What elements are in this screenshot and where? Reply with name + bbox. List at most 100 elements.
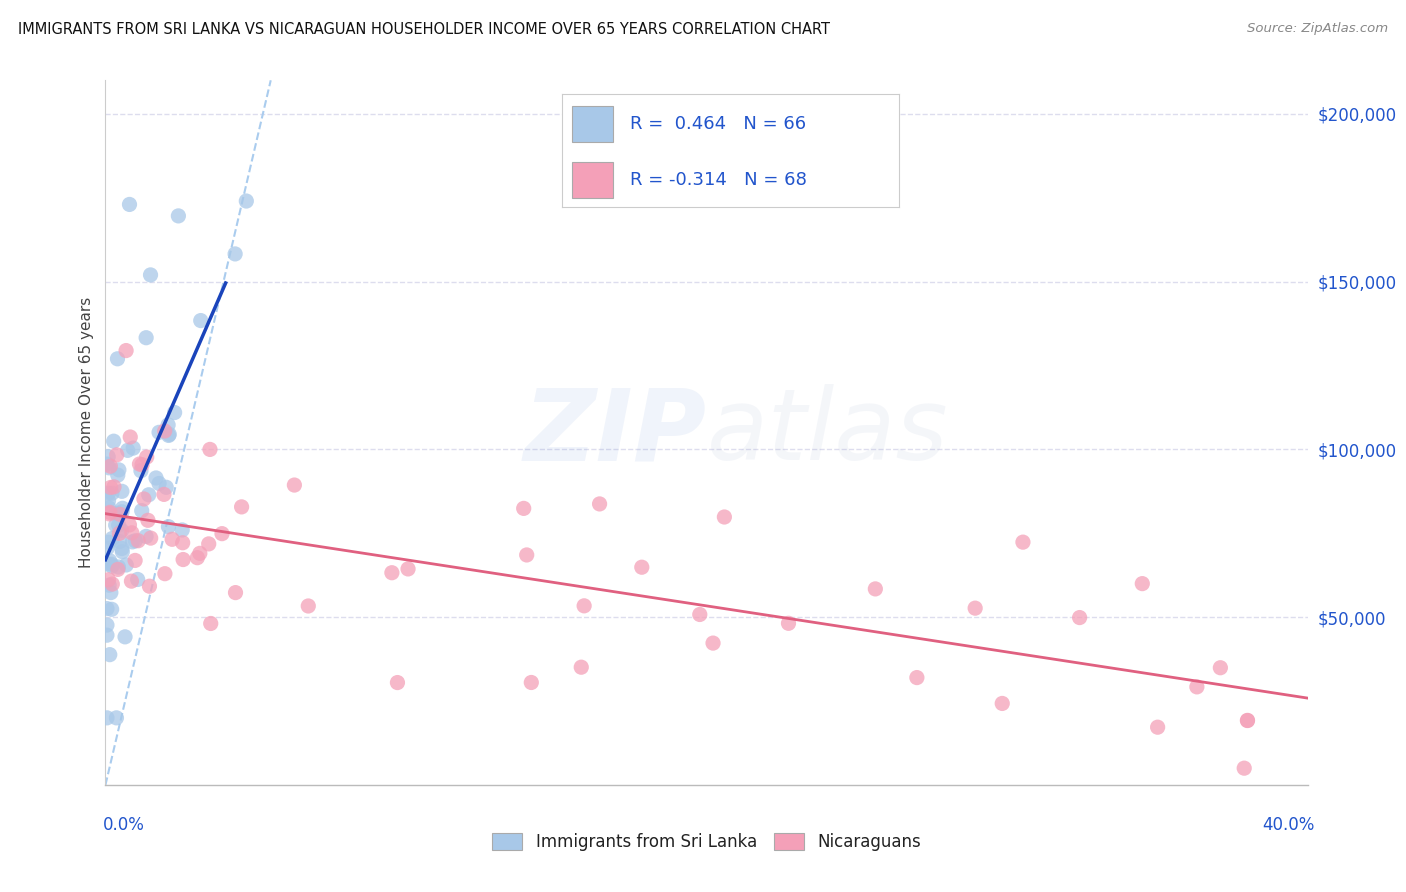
Point bbox=[689, 607, 711, 622]
Point bbox=[101, 577, 124, 591]
Point bbox=[103, 480, 125, 494]
Text: 40.0%: 40.0% bbox=[1263, 816, 1315, 834]
Point bbox=[172, 552, 194, 566]
Point bbox=[108, 526, 131, 541]
Point bbox=[121, 525, 143, 540]
Point bbox=[98, 507, 121, 521]
Point bbox=[225, 585, 247, 599]
Point bbox=[131, 458, 153, 472]
Point bbox=[965, 601, 987, 615]
Point bbox=[111, 541, 134, 556]
Point bbox=[111, 484, 134, 499]
Point bbox=[101, 559, 124, 574]
Point bbox=[107, 562, 129, 576]
Point bbox=[124, 533, 146, 548]
Point bbox=[153, 487, 176, 501]
Point bbox=[211, 526, 233, 541]
Point bbox=[107, 351, 129, 366]
Point bbox=[516, 548, 538, 562]
Point bbox=[991, 697, 1014, 711]
Point bbox=[153, 424, 176, 438]
Point bbox=[1236, 714, 1258, 728]
Text: IMMIGRANTS FROM SRI LANKA VS NICARAGUAN HOUSEHOLDER INCOME OVER 65 YEARS CORRELA: IMMIGRANTS FROM SRI LANKA VS NICARAGUAN … bbox=[18, 22, 831, 37]
Point bbox=[138, 488, 160, 502]
Text: ZIP: ZIP bbox=[523, 384, 707, 481]
Point bbox=[120, 430, 142, 444]
Point bbox=[100, 602, 122, 616]
Point bbox=[155, 480, 177, 494]
Point bbox=[224, 247, 246, 261]
Point bbox=[905, 671, 928, 685]
Point bbox=[157, 417, 180, 432]
Point bbox=[186, 550, 208, 565]
Point bbox=[381, 566, 404, 580]
Point bbox=[865, 582, 887, 596]
Point bbox=[127, 533, 149, 548]
Y-axis label: Householder Income Over 65 years: Householder Income Over 65 years bbox=[79, 297, 94, 568]
Point bbox=[100, 480, 122, 494]
Point bbox=[778, 616, 800, 631]
Point bbox=[111, 505, 134, 519]
Point bbox=[100, 558, 122, 572]
Point bbox=[98, 553, 121, 567]
Text: atlas: atlas bbox=[707, 384, 948, 481]
Point bbox=[105, 448, 128, 462]
Point bbox=[97, 493, 120, 508]
Point bbox=[139, 531, 162, 545]
Point bbox=[160, 533, 183, 547]
Point bbox=[157, 427, 180, 442]
Point bbox=[1209, 661, 1232, 675]
Point bbox=[98, 648, 121, 662]
Point bbox=[197, 537, 219, 551]
Point bbox=[135, 450, 157, 464]
Point bbox=[114, 630, 136, 644]
Point bbox=[122, 441, 145, 455]
Point bbox=[145, 471, 167, 485]
Legend: Immigrants from Sri Lanka, Nicaraguans: Immigrants from Sri Lanka, Nicaraguans bbox=[485, 826, 928, 858]
Point bbox=[163, 405, 186, 419]
Point bbox=[297, 599, 319, 613]
Point bbox=[387, 675, 409, 690]
Point bbox=[172, 523, 194, 537]
Text: Source: ZipAtlas.com: Source: ZipAtlas.com bbox=[1247, 22, 1388, 36]
Point bbox=[115, 343, 138, 358]
Point bbox=[97, 535, 120, 549]
Point bbox=[124, 553, 146, 567]
Point bbox=[96, 618, 118, 632]
Point bbox=[138, 579, 160, 593]
Point bbox=[96, 457, 118, 471]
Point bbox=[713, 510, 735, 524]
Point bbox=[129, 464, 152, 478]
Point bbox=[105, 711, 128, 725]
Point bbox=[630, 560, 652, 574]
Point bbox=[111, 501, 134, 516]
Point bbox=[96, 628, 118, 642]
Point bbox=[107, 518, 129, 533]
Point bbox=[283, 478, 305, 492]
Point bbox=[101, 486, 124, 500]
Point bbox=[148, 425, 170, 440]
Point bbox=[572, 599, 595, 613]
Point bbox=[396, 562, 419, 576]
Point bbox=[100, 459, 122, 474]
Point bbox=[96, 541, 118, 555]
Point bbox=[135, 331, 157, 345]
Point bbox=[198, 442, 221, 457]
Point bbox=[100, 585, 122, 599]
Point bbox=[131, 503, 153, 517]
Point bbox=[111, 524, 134, 538]
Point bbox=[200, 616, 222, 631]
Text: 0.0%: 0.0% bbox=[103, 816, 145, 834]
Point bbox=[98, 505, 121, 519]
Point bbox=[98, 501, 121, 516]
Point bbox=[188, 546, 211, 560]
Point bbox=[96, 711, 118, 725]
Point bbox=[702, 636, 724, 650]
Point bbox=[107, 560, 129, 574]
Point bbox=[136, 513, 159, 527]
Point bbox=[98, 460, 121, 475]
Point bbox=[231, 500, 253, 514]
Point bbox=[153, 566, 176, 581]
Point bbox=[520, 675, 543, 690]
Point bbox=[96, 601, 118, 615]
